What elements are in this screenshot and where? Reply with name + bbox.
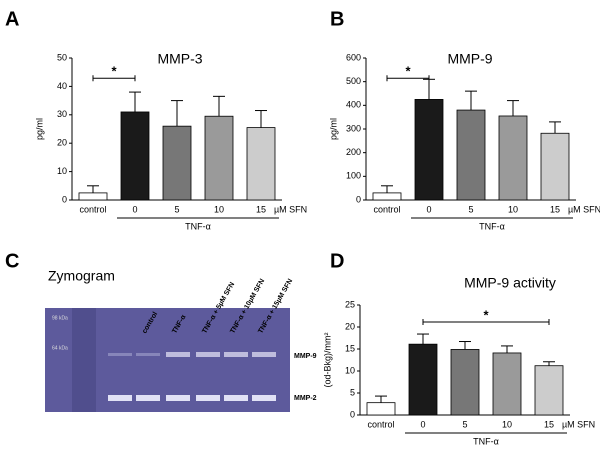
x-tick-label: 10 <box>508 204 518 214</box>
x-tick-label: control <box>79 204 106 214</box>
x-tick-label: 10 <box>214 204 224 214</box>
x-tick-label: control <box>373 204 400 214</box>
y-tick-label: 0 <box>356 194 361 204</box>
panel-letter: A <box>5 8 19 30</box>
gel-band <box>166 352 190 357</box>
gel-band <box>196 352 220 357</box>
gel-band <box>196 395 220 401</box>
bar <box>540 132 570 201</box>
significance-label: * <box>483 307 489 322</box>
x-tick-label: 15 <box>550 204 560 214</box>
y-tick-label: 5 <box>350 387 355 397</box>
chart-title: MMP-3 <box>157 51 202 67</box>
x-tick-label: 10 <box>502 419 512 429</box>
y-tick-label: 15 <box>345 343 355 353</box>
x-tick-label: 5 <box>174 204 179 214</box>
y-tick-label: 300 <box>346 123 361 133</box>
x-tick-label: 0 <box>132 204 137 214</box>
y-tick-label: 20 <box>57 138 67 148</box>
y-axis-label: pg/ml <box>34 118 44 140</box>
gel-band <box>108 395 132 401</box>
panel-letter: C <box>5 250 19 272</box>
gel-band <box>136 395 160 401</box>
y-tick-label: 50 <box>57 52 67 62</box>
gel-band <box>166 395 190 401</box>
gel-band <box>224 395 248 401</box>
panel-letter: D <box>330 250 344 272</box>
y-tick-label: 20 <box>345 321 355 331</box>
bar <box>450 349 480 416</box>
x-tick-label: 0 <box>426 204 431 214</box>
y-tick-label: 40 <box>57 81 67 91</box>
group-label: TNF-α <box>473 436 499 446</box>
marker-label: 64 kDa <box>52 345 68 351</box>
bar <box>120 111 150 201</box>
y-tick-label: 200 <box>346 147 361 157</box>
bar <box>246 127 276 201</box>
group-label: TNF-α <box>185 221 211 231</box>
y-tick-label: 0 <box>62 194 67 204</box>
gel-band <box>136 353 160 356</box>
gel-band <box>224 352 248 357</box>
bar <box>414 99 444 201</box>
bar <box>492 352 522 416</box>
bar <box>366 402 396 416</box>
gel-band <box>252 395 276 401</box>
x-tick-label: 5 <box>468 204 473 214</box>
y-tick-label: 400 <box>346 100 361 110</box>
x-unit: µM SFN <box>562 419 595 429</box>
y-tick-label: 10 <box>345 365 355 375</box>
gel-band <box>108 353 132 356</box>
x-unit: µM SFN <box>568 204 600 214</box>
x-tick-label: control <box>367 419 394 429</box>
bar <box>456 109 486 201</box>
gel-band <box>252 352 276 357</box>
marker-label: 98 kDa <box>52 315 68 321</box>
band-label: MMP-2 <box>294 395 317 402</box>
y-tick-label: 10 <box>57 166 67 176</box>
bar <box>498 115 528 201</box>
significance-label: * <box>111 64 117 79</box>
bar <box>204 115 234 201</box>
bar <box>372 192 402 201</box>
x-unit: µM SFN <box>274 204 307 214</box>
y-tick-label: 600 <box>346 52 361 62</box>
group-label: TNF-α <box>479 221 505 231</box>
x-tick-label: 15 <box>544 419 554 429</box>
y-tick-label: 100 <box>346 171 361 181</box>
y-tick-label: 25 <box>345 299 355 309</box>
y-tick-label: 30 <box>57 109 67 119</box>
y-tick-label: 0 <box>350 409 355 419</box>
bar <box>78 192 108 201</box>
ladder-lane <box>72 308 96 412</box>
bar <box>534 365 564 416</box>
significance-label: * <box>405 64 411 79</box>
panel-letter: B <box>330 8 344 30</box>
bar <box>162 125 192 201</box>
y-tick-label: 500 <box>346 76 361 86</box>
band-label: MMP-9 <box>294 353 317 360</box>
bar <box>408 343 438 416</box>
x-tick-label: 0 <box>420 419 425 429</box>
y-axis-label: (od-Bkg)/mm² <box>322 332 332 387</box>
y-axis-label: pg/ml <box>328 118 338 140</box>
zymogram-title: Zymogram <box>48 268 115 284</box>
x-tick-label: 15 <box>256 204 266 214</box>
chart-title: MMP-9 activity <box>464 275 556 291</box>
chart-title: MMP-9 <box>447 51 492 67</box>
x-tick-label: 5 <box>462 419 467 429</box>
